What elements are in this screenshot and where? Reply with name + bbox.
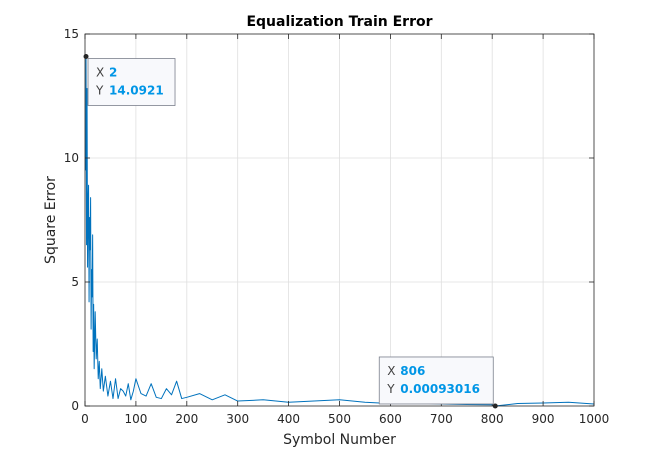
x-tick-label: 800 — [481, 412, 504, 426]
datatip-marker[interactable] — [83, 54, 89, 60]
data-series — [85, 56, 595, 407]
x-tick-label: 300 — [226, 412, 249, 426]
datatip-marker[interactable] — [492, 403, 498, 409]
x-tick-label: 200 — [175, 412, 198, 426]
datatip-box — [87, 58, 176, 106]
datatip-key: Y — [95, 84, 104, 98]
x-axis-title: Symbol Number — [283, 432, 396, 448]
datatip[interactable]: X 2Y 14.0921 — [83, 54, 176, 106]
x-tick-label: 100 — [124, 412, 147, 426]
x-tick-label: 0 — [81, 412, 89, 426]
x-tick-label: 500 — [328, 412, 351, 426]
y-tick-label: 5 — [71, 275, 79, 289]
chart-title: Equalization Train Error — [246, 14, 432, 30]
x-tick-label: 700 — [430, 412, 453, 426]
series-line — [85, 56, 595, 407]
datatip-value: 14.0921 — [109, 84, 164, 98]
datatip-value: 0.00093016 — [400, 382, 480, 396]
datatip-key: Y — [386, 382, 395, 396]
grid — [85, 34, 594, 406]
y-tick-label: 10 — [64, 151, 79, 165]
x-tick-label: 1000 — [579, 412, 610, 426]
y-tick-label: 0 — [71, 399, 79, 413]
datatip-value: 806 — [400, 364, 425, 378]
datatip-value: 2 — [109, 66, 117, 80]
datatip-key: X — [387, 364, 395, 378]
datatip-key: X — [96, 66, 104, 80]
y-tick-label: 15 — [64, 27, 79, 41]
x-tick-label: 900 — [532, 412, 555, 426]
y-axis-title: Square Error — [43, 176, 59, 264]
datatip-box — [378, 356, 494, 405]
x-tick-label: 400 — [277, 412, 300, 426]
datatip[interactable]: X 806 Y 0.00093016 — [378, 356, 498, 409]
x-tick-label: 600 — [379, 412, 402, 426]
tick-labels: 0 100 200 300 400 500 600 700 800 900 1000 0 5 10 15 — [64, 27, 610, 426]
